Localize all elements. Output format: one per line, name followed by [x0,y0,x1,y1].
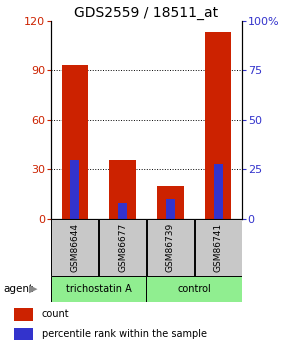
Bar [195,219,242,276]
Bar [99,219,146,276]
Bar [205,32,231,219]
Bar [147,219,194,276]
Text: GSM86644: GSM86644 [70,223,79,272]
Bar [14,308,33,321]
Bar [166,199,175,219]
Bar [70,159,79,219]
Bar [157,186,184,219]
Bar [51,276,146,302]
Text: trichostatin A: trichostatin A [66,284,131,294]
Bar [61,65,88,219]
Bar [214,164,222,219]
Text: GSM86741: GSM86741 [214,223,223,272]
Bar [109,159,136,219]
Text: ▶: ▶ [29,284,38,294]
Bar [14,328,33,340]
Bar [146,276,242,302]
Text: count: count [41,309,69,319]
Title: GDS2559 / 18511_at: GDS2559 / 18511_at [75,6,218,20]
Text: control: control [177,284,211,294]
Bar [51,219,98,276]
Text: percentile rank within the sample: percentile rank within the sample [41,329,206,339]
Text: GSM86739: GSM86739 [166,223,175,272]
Bar [118,203,127,219]
Text: agent: agent [3,284,33,294]
Text: GSM86677: GSM86677 [118,223,127,272]
